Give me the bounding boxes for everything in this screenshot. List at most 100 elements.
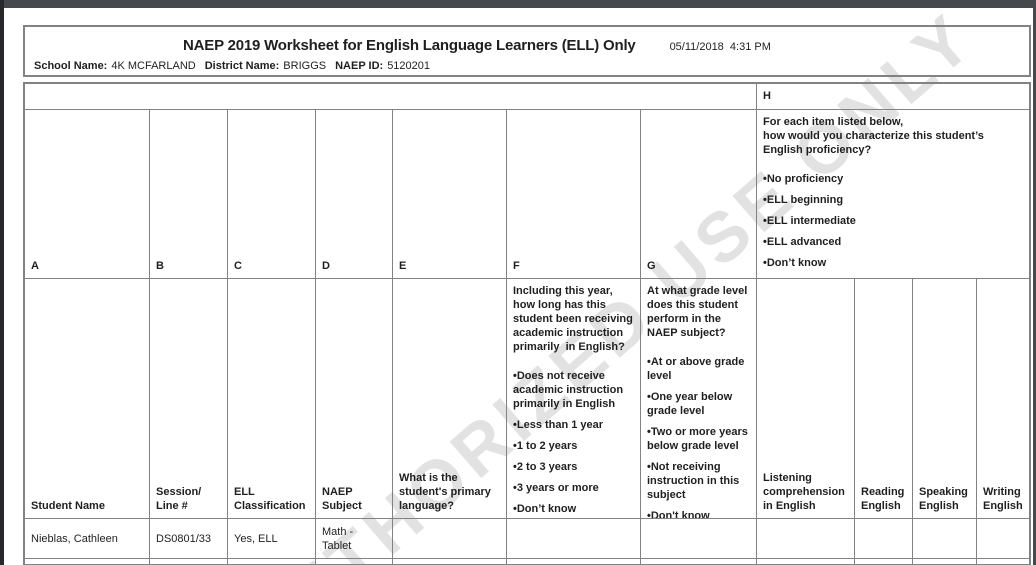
col-header-speaking-cell: Speaking English	[913, 279, 977, 519]
h-option: ELL beginning	[763, 193, 1023, 207]
h-option: Don’t know	[763, 256, 1023, 270]
col-header-primary-language-cell: What is the student's primary language?	[393, 279, 507, 519]
col-header-session-line: Session/ Line #	[156, 486, 202, 512]
col-header-student-name: Student Name	[31, 500, 105, 512]
window-left-edge	[0, 0, 4, 565]
document-header: NAEP 2019 Worksheet for English Language…	[23, 25, 1031, 77]
district-name-value: BRIGGS	[283, 60, 327, 72]
session-line-value: DS0801/33	[156, 532, 212, 545]
h-question-cell: For each item listed below, how would yo…	[757, 110, 1029, 279]
worksheet-page: NAEP 2019 Worksheet for English Language…	[23, 25, 1031, 565]
col-header-naep-subject: NAEP Subject	[322, 486, 362, 512]
col-header-reading-cell: Reading English	[855, 279, 913, 519]
h-question-text: For each item listed below, how would yo…	[763, 116, 984, 156]
col-header-listening-cell: Listening comprehension in English	[757, 279, 855, 519]
partial-row-cell	[507, 559, 641, 565]
naep-id-label: NAEP ID:	[335, 60, 384, 72]
cell-g-answer	[641, 519, 757, 559]
print-timestamp: 05/11/2018 4:31 PM	[669, 41, 771, 53]
g-question-cell: At what grade level does this student pe…	[641, 279, 757, 519]
partial-row-cell	[393, 559, 507, 565]
f-option: 3 years or more	[513, 481, 634, 495]
district-name-label: District Name:	[204, 60, 280, 72]
g-option: Don't know	[647, 509, 750, 518]
column-letter-cell-b: B	[150, 110, 228, 279]
cell-session-line: DS0801/33	[150, 519, 228, 559]
worksheet-grid: H A B C D E F G For each item listed bel…	[23, 82, 1031, 565]
partial-row-cell	[25, 559, 150, 565]
column-letter-cell-e: E	[393, 110, 507, 279]
window-top-edge	[0, 0, 1036, 8]
partial-row-cell	[316, 559, 393, 565]
school-info-row: School Name: 4K MCFARLAND District Name: BR…	[25, 60, 1029, 72]
f-option: Don’t know	[513, 502, 634, 516]
column-letter-g: G	[647, 260, 656, 272]
col-header-student-name-cell: Student Name	[25, 279, 150, 519]
f-option: Does not receive academic instruction pr…	[513, 369, 634, 411]
column-letter-b: B	[156, 260, 164, 272]
cell-writing	[977, 519, 1029, 559]
g-option: At or above grade level	[647, 355, 750, 383]
student-name-value: Nieblas, Cathleen	[31, 532, 118, 545]
cell-primary-language	[393, 519, 507, 559]
col-header-speaking: Speaking English	[919, 486, 968, 512]
col-header-listening: Listening comprehension in English	[763, 472, 845, 512]
col-header-session-line-cell: Session/ Line #	[150, 279, 228, 519]
cell-ell-classification: Yes, ELL	[228, 519, 316, 559]
section-spacer-cell	[25, 84, 757, 110]
ell-classification-value: Yes, ELL	[234, 532, 278, 545]
cell-student-name: Nieblas, Cathleen	[25, 519, 150, 559]
partial-row-cell	[150, 559, 228, 565]
cell-speaking	[913, 519, 977, 559]
f-option: Less than 1 year	[513, 418, 634, 432]
col-header-writing: Writing English	[983, 486, 1023, 512]
school-name-value: 4K MCFARLAND	[111, 60, 196, 72]
partial-row-cell	[977, 559, 1029, 565]
f-question-cell: Including this year, how long has this s…	[507, 279, 641, 519]
partial-row-cell	[228, 559, 316, 565]
column-letter-cell-a: A	[25, 110, 150, 279]
title-row: NAEP 2019 Worksheet for English Language…	[25, 27, 1029, 54]
page-title: NAEP 2019 Worksheet for English Language…	[183, 37, 636, 54]
h-option: ELL intermediate	[763, 214, 1023, 228]
section-h-label: H	[763, 90, 771, 102]
col-header-writing-cell: Writing English	[977, 279, 1029, 519]
col-header-primary-language: What is the student's primary language?	[399, 472, 491, 512]
section-h-cell: H	[757, 84, 1029, 110]
naep-subject-value: Math - Tablet	[322, 525, 354, 552]
f-option: 1 to 2 years	[513, 439, 634, 453]
column-letter-cell-d: D	[316, 110, 393, 279]
partial-row-cell	[641, 559, 757, 565]
col-header-naep-subject-cell: NAEP Subject	[316, 279, 393, 519]
column-letter-cell-g: G	[641, 110, 757, 279]
column-letter-a: A	[31, 260, 39, 272]
g-question-text: At what grade level does this student pe…	[647, 285, 748, 339]
h-option: No proficiency	[763, 172, 1023, 186]
col-header-reading: Reading English	[861, 486, 905, 512]
naep-id-value: 5120201	[387, 60, 431, 72]
cell-naep-subject: Math - Tablet	[316, 519, 393, 559]
column-letter-e: E	[399, 260, 407, 272]
column-letter-cell-f: F	[507, 110, 641, 279]
g-option: One year below grade level	[647, 390, 750, 418]
school-name-label: School Name:	[34, 60, 108, 72]
cell-f-answer	[507, 519, 641, 559]
partial-row-cell	[913, 559, 977, 565]
col-header-ell-classification: ELL Classification	[234, 486, 306, 512]
column-letter-cell-c: C	[228, 110, 316, 279]
cell-listening	[757, 519, 855, 559]
window-right-edge	[1033, 0, 1036, 565]
column-letter-c: C	[234, 260, 242, 272]
f-question-text: Including this year, how long has this s…	[513, 285, 633, 353]
g-option: Two or more years below grade level	[647, 425, 750, 453]
h-option: ELL advanced	[763, 235, 1023, 249]
partial-row-cell	[855, 559, 913, 565]
column-letter-d: D	[322, 260, 330, 272]
col-header-ell-classification-cell: ELL Classification	[228, 279, 316, 519]
cell-reading	[855, 519, 913, 559]
partial-row-cell	[757, 559, 855, 565]
g-option: Not receiving instruction in this subjec…	[647, 460, 750, 502]
column-letter-f: F	[513, 260, 520, 272]
f-option: 2 to 3 years	[513, 460, 634, 474]
